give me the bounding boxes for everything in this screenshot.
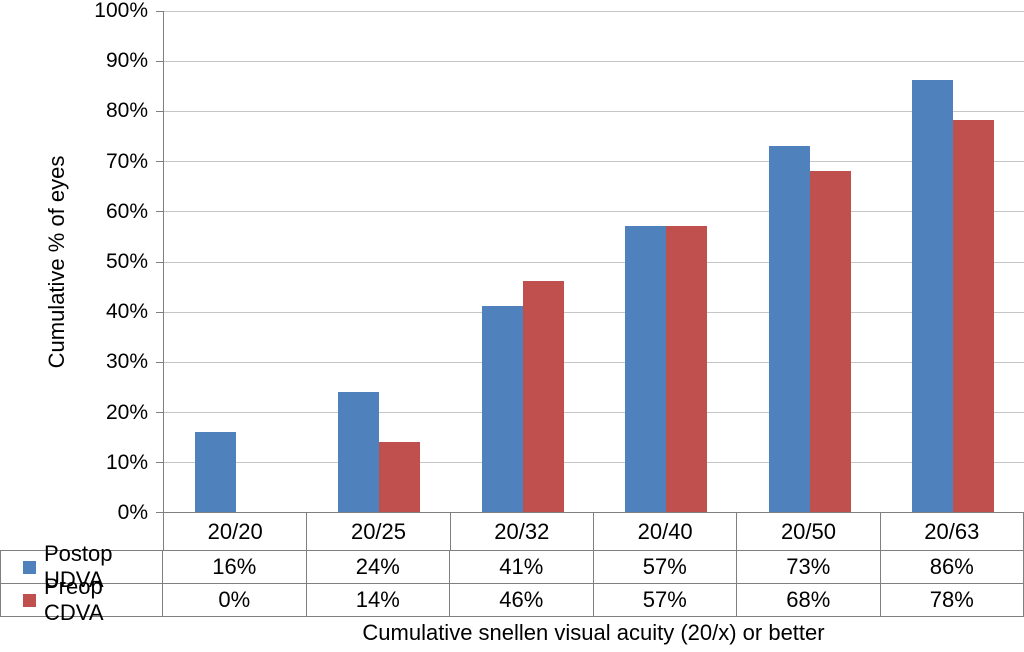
y-tick-label: 30% <box>105 350 148 374</box>
gridline-100% <box>164 11 1024 12</box>
category-label-20/63: 20/63 <box>881 513 1024 550</box>
bar-postop-udva-20/32 <box>481 306 523 512</box>
y-axis-tick <box>156 261 164 263</box>
gridline-70% <box>164 161 1024 163</box>
table-row-0: Postop UDVA 16% 24% 41% 57% 73% 86% <box>0 541 1024 592</box>
bar-postop-udva-20/50 <box>768 145 810 512</box>
y-axis-tick <box>156 110 164 112</box>
table-value-preop-cdva-20/20: 0% <box>163 584 307 616</box>
gridline-60% <box>164 211 1024 213</box>
bar-postop-udva-20/63 <box>912 80 954 512</box>
preop-cdva-swatch-icon <box>23 593 36 607</box>
bar-preop-cdva-20/63 <box>953 120 995 512</box>
gridline-20% <box>164 412 1024 414</box>
category-label-20/25: 20/25 <box>307 513 451 550</box>
y-tick-label: 40% <box>105 300 148 324</box>
bar-preop-cdva-20/40 <box>666 225 708 512</box>
category-label-20/20: 20/20 <box>163 513 308 550</box>
y-tick-label: 70% <box>105 149 148 173</box>
y-axis-tick <box>156 161 164 163</box>
y-axis-tick <box>156 512 164 513</box>
legend-label: Postop UDVA <box>44 541 113 592</box>
bar-preop-cdva-20/50 <box>809 170 851 512</box>
table-value-postop-udva-20/40: 57% <box>594 551 737 583</box>
y-axis-tick <box>156 211 164 213</box>
category-label-20/32: 20/32 <box>451 513 594 550</box>
bar-preop-cdva-20/32 <box>522 281 564 512</box>
table-value-postop-udva-20/20: 16% <box>163 551 307 583</box>
gridline-30% <box>164 361 1024 363</box>
y-axis-tick <box>156 462 164 464</box>
gridline-90% <box>164 60 1024 62</box>
y-axis-tick <box>156 10 164 12</box>
table-row-1: Preop CDVA 0% 14% 46% 57% 68% 78% <box>0 574 1024 625</box>
table-value-preop-cdva-20/40: 57% <box>594 584 737 616</box>
y-tick-label: 50% <box>105 250 148 273</box>
table-value-preop-cdva-20/50: 68% <box>737 584 881 616</box>
y-tick-label: 60% <box>105 199 148 223</box>
table-value-preop-cdva-20/25: 14% <box>307 584 450 616</box>
table-value-postop-udva-20/25: 24% <box>307 551 450 583</box>
table-value-postop-udva-20/50: 73% <box>737 551 881 583</box>
y-tick-label: 100% <box>94 0 148 22</box>
gridline-10% <box>164 462 1024 464</box>
table-value-preop-cdva-20/32: 46% <box>450 584 594 616</box>
table-value-preop-cdva-20/63: 78% <box>881 584 1024 616</box>
postop-udva-swatch-icon <box>23 560 36 574</box>
gridline-50% <box>164 261 1024 263</box>
y-axis-tick <box>156 311 164 313</box>
gridline-80% <box>164 110 1024 112</box>
plot-area <box>156 10 1024 513</box>
bar-postop-udva-20/25 <box>338 391 380 512</box>
legend-label: Preop CDVA <box>44 574 104 625</box>
legend-item-preop-cdva: Preop CDVA <box>0 574 163 625</box>
table-value-postop-udva-20/63: 86% <box>881 551 1024 583</box>
y-tick-label: 20% <box>105 400 148 424</box>
table-value-postop-udva-20/32: 41% <box>450 551 594 583</box>
y-axis-tick <box>156 412 164 414</box>
bar-preop-cdva-20/25 <box>379 441 421 512</box>
category-row: 20/20 20/25 20/32 20/40 20/50 20/63 <box>0 513 1024 550</box>
category-label-20/40: 20/40 <box>594 513 738 550</box>
y-tick-label: 80% <box>105 99 148 123</box>
bar-postop-udva-20/20 <box>194 431 236 512</box>
legend-item-postop-udva: Postop UDVA <box>0 541 163 592</box>
y-tick-label: 90% <box>105 49 148 73</box>
y-tick-label: 0% <box>117 501 148 524</box>
y-axis-tick <box>156 361 164 363</box>
bar-postop-udva-20/40 <box>625 225 667 512</box>
gridline-40% <box>164 311 1024 313</box>
category-label-20/50: 20/50 <box>737 513 881 550</box>
y-axis-tick <box>156 60 164 62</box>
x-axis-title: Cumulative snellen visual acuity (20/x) … <box>362 620 825 645</box>
y-tick-label: 10% <box>105 450 148 474</box>
